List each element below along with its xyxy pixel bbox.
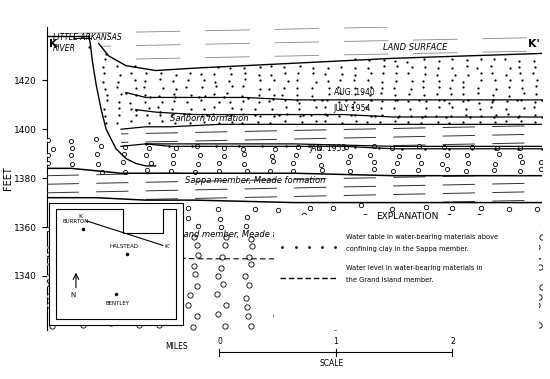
Text: N: N [70, 292, 76, 298]
Text: HALSTEAD: HALSTEAD [109, 244, 139, 249]
Text: K': K' [164, 244, 170, 249]
Text: Grand Island member, Meade formation: Grand Island member, Meade formation [146, 230, 313, 239]
Polygon shape [89, 36, 542, 166]
Text: Water level in water-bearing materials in: Water level in water-bearing materials i… [346, 265, 482, 271]
Text: Water table in water-bearing materials above: Water table in water-bearing materials a… [346, 233, 498, 240]
Polygon shape [47, 36, 542, 176]
Text: confining clay in the Sappa member.: confining clay in the Sappa member. [346, 246, 469, 252]
Text: MILES: MILES [165, 342, 188, 351]
Text: the Grand Island member.: the Grand Island member. [346, 277, 433, 283]
Y-axis label: FEET: FEET [3, 166, 13, 190]
Text: AUG. 1940: AUG. 1940 [334, 88, 375, 97]
Text: SCALE: SCALE [319, 359, 344, 368]
Text: LITTLE ARKANSAS
RIVER: LITTLE ARKANSAS RIVER [53, 33, 122, 53]
Text: BURRTON: BURRTON [63, 219, 89, 224]
Polygon shape [47, 198, 542, 330]
Polygon shape [47, 168, 542, 203]
Text: Sanborn formation: Sanborn formation [170, 114, 249, 123]
Text: EXPLANATION: EXPLANATION [376, 212, 438, 221]
Text: BENTLEY: BENTLEY [106, 301, 129, 306]
Text: K: K [50, 39, 58, 49]
Text: K': K' [527, 39, 539, 49]
Text: K: K [79, 215, 82, 219]
Text: 1: 1 [333, 337, 338, 346]
Text: JAN. 1955: JAN. 1955 [309, 144, 346, 153]
Text: 2: 2 [450, 337, 455, 346]
Text: JULY 1954: JULY 1954 [334, 104, 371, 113]
Polygon shape [47, 27, 542, 330]
Text: Sappa member, Meade formation: Sappa member, Meade formation [185, 176, 326, 185]
Text: 0: 0 [217, 337, 222, 346]
Polygon shape [121, 124, 542, 146]
Text: LAND SURFACE: LAND SURFACE [383, 43, 448, 52]
